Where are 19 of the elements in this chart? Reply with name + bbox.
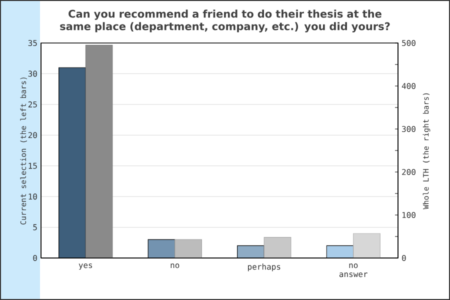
y-tick-label: 25 [28,101,37,108]
y2-tick-label: 100 [402,212,416,218]
y2-tick-label: 300 [402,126,416,132]
y-tick-label: 20 [28,132,37,138]
x-tick-label: no [170,264,180,268]
y2-tick-label: 0 [402,254,406,262]
y-tick-label: 10 [28,194,37,200]
y-tick-label: 30 [28,70,37,77]
y2-tick-label: 200 [402,168,416,176]
x-tick-label: no answer [339,264,368,278]
x-tick-label: perhaps [248,264,280,272]
y-tick-label: 15 [28,162,37,169]
y-tick-label: 0 [33,254,37,262]
y-tick-label: 5 [33,224,37,230]
y-tick-label: 35 [28,40,37,46]
y2-tick-label: 500 [402,40,416,46]
chart-title: Can you recommend a friend to do their thesis at the same place (department, company, etc.) you did yours? [60,10,390,32]
x-tick-label: yes [78,264,92,270]
y2-tick-label: 400 [402,82,416,90]
